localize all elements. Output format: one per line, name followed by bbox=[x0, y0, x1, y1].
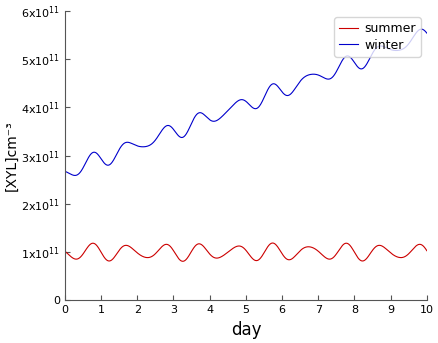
summer bbox=[62, 249, 67, 253]
winter bbox=[125, 140, 131, 144]
summer bbox=[217, 256, 222, 260]
winter bbox=[62, 169, 67, 174]
winter bbox=[419, 27, 424, 31]
winter bbox=[104, 163, 109, 167]
Legend: summer, winter: summer, winter bbox=[334, 17, 420, 57]
summer bbox=[180, 259, 185, 263]
X-axis label: day: day bbox=[231, 321, 261, 339]
winter bbox=[378, 44, 384, 48]
winter bbox=[72, 173, 78, 177]
Line: summer: summer bbox=[65, 243, 427, 261]
summer bbox=[201, 245, 206, 249]
summer bbox=[424, 249, 430, 253]
summer bbox=[417, 242, 423, 246]
summer bbox=[125, 244, 130, 248]
Y-axis label: [XYL]cm⁻³: [XYL]cm⁻³ bbox=[4, 120, 18, 191]
winter bbox=[201, 113, 206, 117]
Line: winter: winter bbox=[65, 29, 427, 175]
summer bbox=[270, 241, 275, 245]
winter bbox=[217, 117, 222, 121]
winter bbox=[417, 27, 423, 32]
summer bbox=[103, 258, 109, 262]
winter bbox=[424, 31, 430, 35]
summer bbox=[378, 244, 384, 248]
